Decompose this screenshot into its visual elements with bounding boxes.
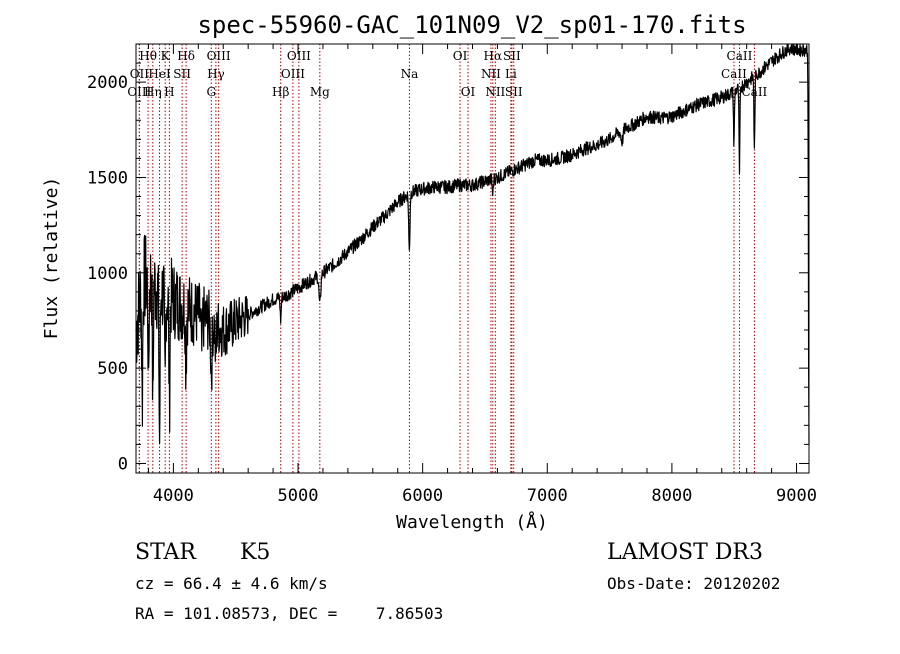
spectral-line-label: Hη [144,85,162,99]
spectral-line-label: OIII [127,85,151,99]
spectral-line-label: CaII [741,85,767,99]
spectral-line-label: NII [485,85,505,99]
y-axis-ticks: 0 500 1000 1500 2000 [87,62,809,474]
spectral-line-label: SII [173,67,191,81]
survey-name: LAMOST DR3 [607,540,763,565]
plot-frame [135,43,810,474]
spectrum-line [135,43,810,445]
spectral-line-label: CaII [721,67,747,81]
spectral-line-label: Hθ [139,49,157,63]
spectral-line-label: HeI [148,67,171,81]
spectral-line-label: Hβ [272,85,289,99]
spectral-line-label: OI [461,85,476,99]
x-tick-label: 9000 [776,486,817,506]
spectral-line-label: Li [505,67,517,81]
object-subclass: K5 [240,540,270,565]
spectral-line-label: Hγ [207,67,225,81]
spectral-line-label: SII [503,49,521,63]
spectral-line-label: Mg [310,85,330,99]
y-tick-label: 1000 [87,264,128,284]
spectral-line-markers [138,44,755,473]
spectral-line-label: Na [401,67,419,81]
x-axis-ticks: 4000 5000 6000 7000 8000 9000 [147,44,817,506]
spectral-line-label: OIII [287,49,311,63]
observation-date: Obs-Date: 20120202 [607,574,780,593]
chart-title: spec-55960-GAC_101N09_V2_sp01-170.fits [197,11,746,39]
spectral-line-labels: Hθ OII OIII K HeI Hη Hδ SII H OIII Hγ G OIII OIII Hβ Mg… [127,49,767,99]
spectral-line-label: H [164,85,174,99]
spectral-line-label: Hδ [177,49,195,63]
x-tick-label: 7000 [527,486,568,506]
coordinates: RA = 101.08573, DEC = 7.86503 [135,604,443,623]
x-tick-label: 4000 [153,486,194,506]
spectral-line-label: OIII [207,49,231,63]
y-tick-label: 2000 [87,73,128,93]
redshift-value: cz = 66.4 ± 4.6 km/s [135,574,328,593]
x-axis-label: Wavelength (Å) [396,511,548,533]
spectral-line-label: OI [453,49,468,63]
y-tick-label: 1500 [87,168,128,188]
spectral-line-label: OIII [281,67,305,81]
x-tick-label: 5000 [278,486,319,506]
spectral-line-label: SII [505,85,523,99]
x-tick-label: 8000 [651,486,692,506]
spectral-line-label: NII [481,67,501,81]
spectral-line-label: K [161,49,171,63]
x-tick-label: 6000 [402,486,443,506]
spectral-line-label: OII [130,67,150,81]
object-class: STAR [135,540,197,565]
spectral-line-label: Hα [484,49,503,63]
y-axis-label: Flux (relative) [41,177,62,340]
spectral-line-label: CaII [727,49,753,63]
spectral-line-label: G [206,85,216,99]
y-tick-label: 0 [118,454,128,474]
y-tick-label: 500 [97,359,128,379]
